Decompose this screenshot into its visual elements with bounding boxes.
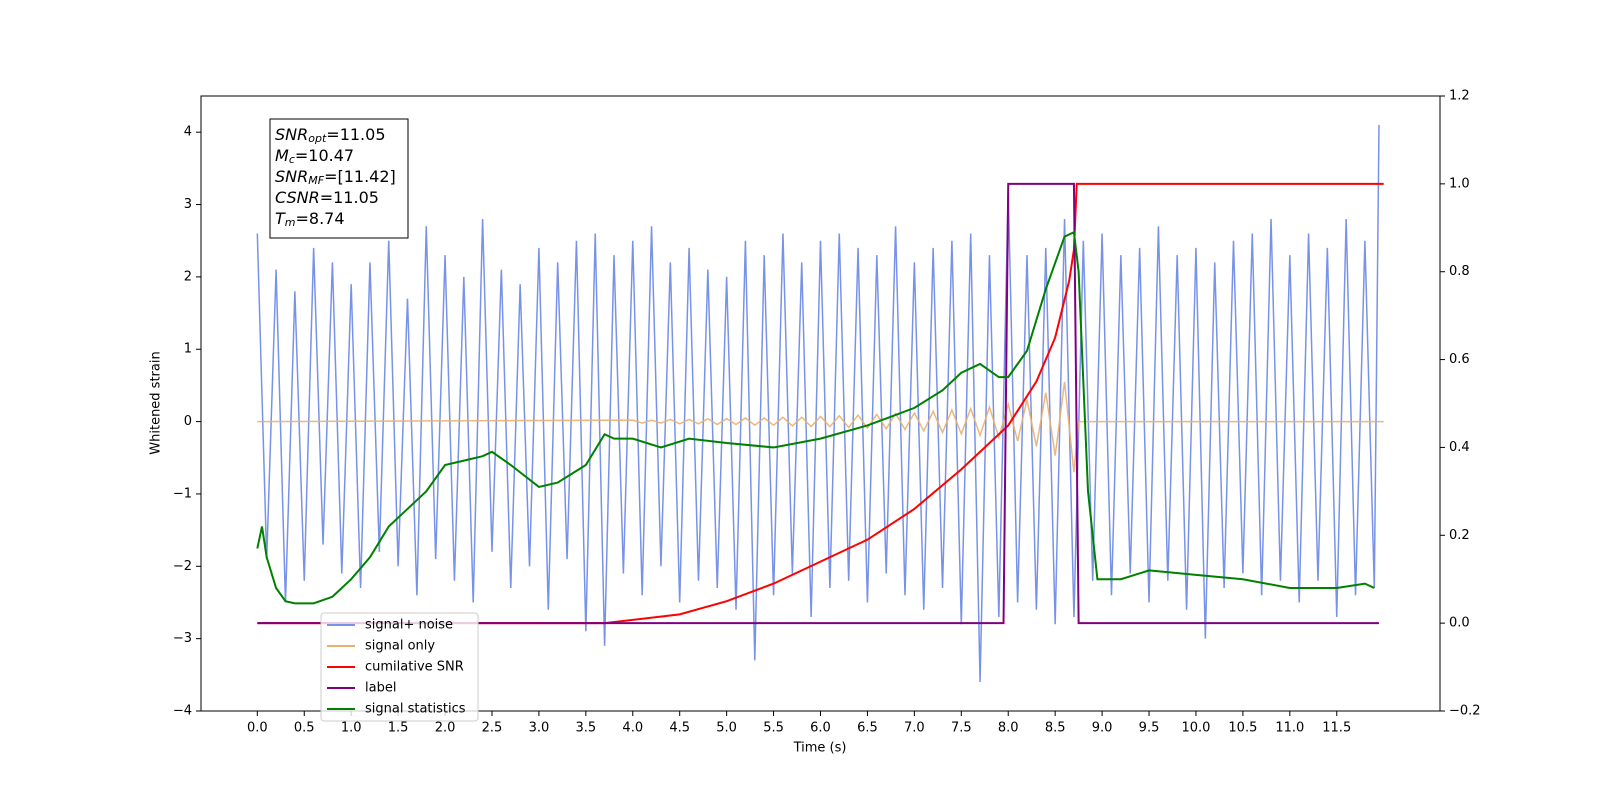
legend-label: label — [365, 681, 396, 696]
y-tick-label: 1 — [184, 342, 192, 357]
x-tick-label: 6.5 — [857, 721, 878, 736]
y-tick-label: 3 — [184, 197, 192, 212]
annotation-line: Tm=8.74 — [275, 209, 345, 230]
series-line — [257, 182, 1384, 625]
y2-tick-label: 0.4 — [1449, 440, 1470, 455]
annotation-symbol: M — [275, 146, 289, 165]
annotation-box: SNRopt=11.05Mc=10.47SNRMF=[11.42]CSNR=11… — [269, 118, 409, 239]
annotation-value: =10.47 — [295, 146, 354, 165]
x-tick-label: 11.0 — [1275, 721, 1304, 736]
y-tick-label: −4 — [173, 704, 192, 719]
y2-tick-label: 0.8 — [1449, 264, 1470, 279]
x-tick-label: 9.0 — [1092, 721, 1113, 736]
legend-label: signal statistics — [365, 702, 466, 717]
annotation-subscript: c — [289, 153, 295, 166]
x-tick-label: 5.0 — [716, 721, 737, 736]
y-tick-label: −1 — [173, 486, 192, 501]
y2-tick-label: 1.0 — [1449, 176, 1470, 191]
annotation-line: SNRMF=[11.42] — [275, 167, 396, 188]
annotation-symbol: CSNR — [275, 188, 320, 207]
series-line — [256, 124, 1380, 683]
x-tick-label: 1.5 — [388, 721, 409, 736]
x-tick-label: 6.0 — [810, 721, 831, 736]
x-tick-label: 3.5 — [575, 721, 596, 736]
x-tick-label: 10.5 — [1228, 721, 1257, 736]
annotation-symbol: T — [275, 209, 286, 228]
annotation-line: Mc=10.47 — [275, 146, 354, 167]
y2-tick-label: −0.2 — [1449, 704, 1481, 719]
y-tick-label: 2 — [184, 269, 192, 284]
y-tick-label: −3 — [173, 631, 192, 646]
y2-tick-label: 0.2 — [1449, 528, 1470, 543]
legend-frame — [320, 612, 479, 722]
annotation-subscript: m — [285, 216, 296, 229]
x-axis-label: Time (s) — [793, 741, 847, 756]
x-tick-label: 9.5 — [1139, 721, 1160, 736]
y2-tick-label: 0.0 — [1449, 616, 1470, 631]
x-tick-label: 4.5 — [669, 721, 690, 736]
series-line — [257, 182, 1379, 625]
annotation-value: =11.05 — [320, 188, 379, 207]
x-tick-label: 5.5 — [763, 721, 784, 736]
y-axis-label: Whitened strain — [149, 351, 164, 454]
legend: signal+ noise signal only cumilative SNR la… — [320, 612, 479, 722]
x-tick-label: 11.5 — [1322, 721, 1351, 736]
x-tick-label: 3.0 — [529, 721, 550, 736]
annotation-line: CSNR=11.05 — [275, 188, 379, 207]
annotation-symbol: SNR — [275, 125, 308, 144]
annotation-value: =[11.42] — [324, 167, 396, 186]
x-tick-label: 0.5 — [294, 721, 315, 736]
annotation-subscript: opt — [308, 132, 327, 145]
annotation-subscript: MF — [308, 174, 324, 187]
legend-label: signal only — [365, 639, 435, 654]
annotation-value: =8.74 — [296, 209, 345, 228]
x-tick-label: 8.5 — [1045, 721, 1066, 736]
y-tick-label: −2 — [173, 559, 192, 574]
x-tick-label: 7.0 — [904, 721, 925, 736]
series-line — [257, 381, 1384, 473]
x-tick-label: 4.0 — [622, 721, 643, 736]
x-tick-label: 8.0 — [998, 721, 1019, 736]
annotation-symbol: SNR — [275, 167, 308, 186]
x-tick-label: 0.0 — [247, 721, 268, 736]
y-tick-label: 0 — [184, 414, 192, 429]
annotation-value: =11.05 — [326, 125, 385, 144]
x-tick-label: 2.5 — [482, 721, 503, 736]
x-tick-label: 7.5 — [951, 721, 972, 736]
legend-label: cumilative SNR — [365, 660, 464, 675]
x-tick-label: 1.0 — [341, 721, 362, 736]
y2-tick-label: 1.2 — [1449, 89, 1470, 104]
annotation-line: SNRopt=11.05 — [275, 125, 386, 146]
annotation-frame — [269, 118, 409, 239]
legend-label: signal+ noise — [365, 618, 453, 633]
y2-tick-label: 0.6 — [1449, 352, 1470, 367]
x-tick-label: 10.0 — [1181, 721, 1210, 736]
x-tick-label: 2.0 — [435, 721, 456, 736]
series-line — [256, 230, 1375, 605]
y-tick-label: 4 — [184, 125, 192, 140]
